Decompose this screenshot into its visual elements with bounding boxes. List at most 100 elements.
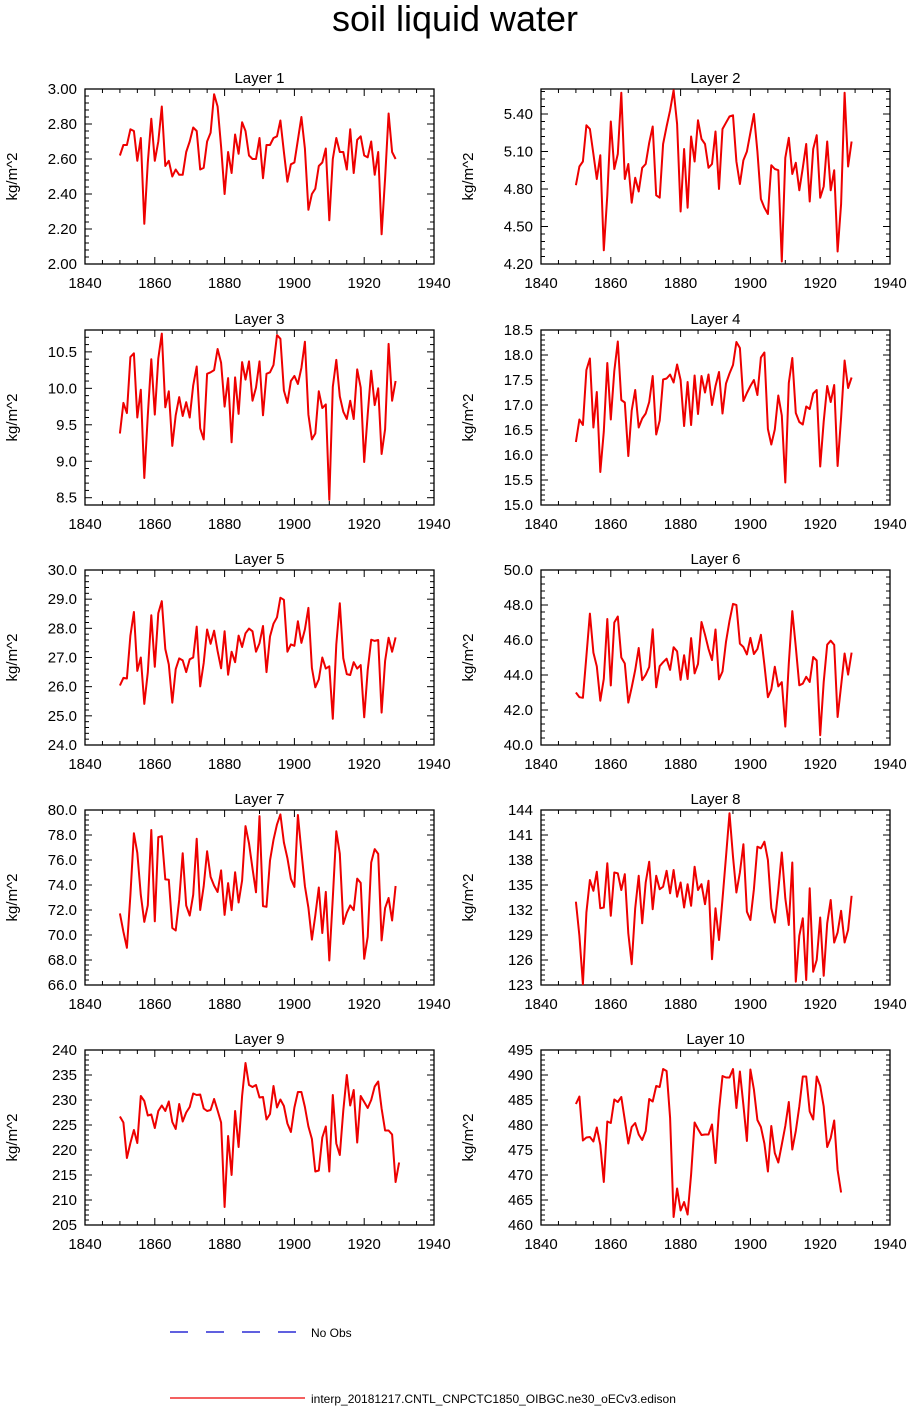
y-tick-label: 465 — [508, 1192, 533, 1209]
x-tick-label: 1840 — [68, 756, 101, 773]
legend-obs-label: No Obs — [311, 1326, 352, 1340]
x-tick-label: 1940 — [417, 996, 450, 1013]
y-tick-label: 240 — [52, 1042, 77, 1059]
x-tick-label: 1840 — [68, 1236, 101, 1253]
x-tick-label: 1900 — [278, 996, 311, 1013]
y-tick-label: 24.0 — [48, 737, 77, 754]
y-tick-label: 9.0 — [56, 453, 77, 470]
x-tick-label: 1840 — [524, 756, 557, 773]
series-line — [575, 602, 853, 737]
series-line — [574, 1068, 843, 1218]
x-tick-label: 1940 — [873, 275, 906, 292]
x-tick-label: 1880 — [664, 1236, 697, 1253]
panel-title: Layer 3 — [234, 311, 284, 328]
x-tick-label: 1920 — [804, 275, 837, 292]
y-tick-label: 470 — [508, 1167, 533, 1184]
y-tick-label: 2.40 — [48, 186, 77, 203]
x-tick-label: 1900 — [734, 275, 767, 292]
y-tick-label: 76.0 — [48, 852, 77, 869]
y-tick-label: 205 — [52, 1217, 77, 1234]
x-tick-label: 1900 — [278, 1236, 311, 1253]
y-tick-label: 230 — [52, 1092, 77, 1109]
x-tick-label: 1900 — [278, 275, 311, 292]
y-axis-label: kg/m^2 — [4, 634, 21, 682]
x-tick-label: 1900 — [734, 516, 767, 533]
panel-7: Layer 7 kg/m^2 1840 1860 1880 1900 1920 1940 66.… — [4, 791, 451, 1013]
panel-8: Layer 8 kg/m^2 1840 1860 1880 1900 1920 1940 123… — [460, 791, 907, 1013]
y-tick-label: 78.0 — [48, 827, 77, 844]
x-tick-label: 1940 — [417, 1236, 450, 1253]
y-tick-label: 27.0 — [48, 650, 77, 667]
panel-title: Layer 9 — [234, 1031, 284, 1048]
plot-frame — [540, 809, 891, 986]
x-tick-label: 1900 — [734, 756, 767, 773]
panel-10: Layer 10 kg/m^2 1840 1860 1880 1900 1920 1940 46… — [460, 1031, 907, 1253]
y-tick-label: 10.0 — [48, 380, 77, 397]
y-tick-label: 475 — [508, 1142, 533, 1159]
x-tick-label: 1840 — [68, 275, 101, 292]
x-tick-label: 1900 — [734, 996, 767, 1013]
x-tick-label: 1860 — [594, 756, 627, 773]
y-tick-label: 17.5 — [504, 372, 533, 389]
series-line — [118, 332, 397, 501]
x-tick-label: 1860 — [138, 996, 171, 1013]
y-tick-label: 123 — [508, 977, 533, 994]
panel-title: Layer 10 — [686, 1031, 744, 1048]
x-tick-label: 1860 — [138, 275, 171, 292]
plot-frame — [540, 569, 891, 746]
x-tick-label: 1860 — [138, 1236, 171, 1253]
y-tick-label: 2.20 — [48, 221, 77, 238]
x-tick-label: 1900 — [734, 1236, 767, 1253]
x-tick-label: 1860 — [594, 1236, 627, 1253]
y-tick-label: 26.0 — [48, 679, 77, 696]
y-axis-label: kg/m^2 — [4, 394, 21, 442]
x-tick-label: 1880 — [208, 996, 241, 1013]
x-tick-label: 1880 — [208, 1236, 241, 1253]
x-tick-label: 1920 — [348, 275, 381, 292]
y-tick-label: 235 — [52, 1067, 77, 1084]
y-axis-label: kg/m^2 — [4, 874, 21, 922]
y-tick-label: 225 — [52, 1117, 77, 1134]
y-tick-label: 135 — [508, 877, 533, 894]
series-line — [574, 812, 853, 986]
y-tick-label: 5.10 — [504, 144, 533, 161]
y-tick-label: 48.0 — [504, 597, 533, 614]
y-tick-label: 4.80 — [504, 181, 533, 198]
y-tick-label: 2.00 — [48, 256, 77, 273]
legend: No Obs interp_20181217.CNTL_CNPCTC1850_O… — [170, 1326, 676, 1406]
panel-title: Layer 4 — [690, 311, 740, 328]
y-tick-label: 72.0 — [48, 902, 77, 919]
y-tick-label: 50.0 — [504, 562, 533, 579]
y-tick-label: 80.0 — [48, 802, 77, 819]
y-tick-label: 2.80 — [48, 116, 77, 133]
x-tick-label: 1940 — [417, 275, 450, 292]
x-tick-label: 1840 — [524, 996, 557, 1013]
y-tick-label: 480 — [508, 1117, 533, 1134]
y-tick-label: 132 — [508, 902, 533, 919]
series-line — [119, 1062, 401, 1208]
panel-title: Layer 7 — [234, 791, 284, 808]
x-tick-label: 1940 — [873, 1236, 906, 1253]
y-tick-label: 25.0 — [48, 708, 77, 725]
x-tick-label: 1920 — [804, 996, 837, 1013]
y-tick-label: 215 — [52, 1167, 77, 1184]
y-tick-label: 42.0 — [504, 702, 533, 719]
y-tick-label: 44.0 — [504, 667, 533, 684]
x-tick-label: 1880 — [664, 996, 697, 1013]
y-tick-label: 17.0 — [504, 397, 533, 414]
series-line — [118, 813, 397, 962]
y-axis-label: kg/m^2 — [460, 874, 477, 922]
legend-model-label: interp_20181217.CNTL_CNPCTC1850_OIBGC.ne… — [311, 1392, 676, 1406]
series-line — [118, 596, 397, 720]
y-tick-label: 16.5 — [504, 422, 533, 439]
y-tick-label: 210 — [52, 1192, 77, 1209]
y-axis-label: kg/m^2 — [460, 1114, 477, 1162]
x-tick-label: 1940 — [873, 516, 906, 533]
y-tick-label: 29.0 — [48, 591, 77, 608]
x-tick-label: 1940 — [873, 756, 906, 773]
x-tick-label: 1920 — [804, 516, 837, 533]
x-tick-label: 1920 — [348, 756, 381, 773]
y-tick-label: 220 — [52, 1142, 77, 1159]
y-axis-label: kg/m^2 — [4, 153, 21, 201]
x-tick-label: 1920 — [348, 516, 381, 533]
